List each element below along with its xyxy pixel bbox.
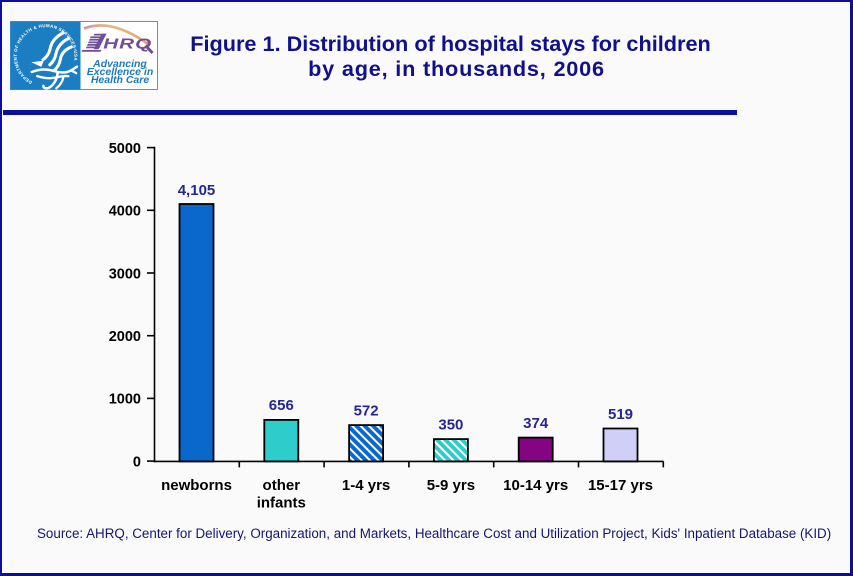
svg-text:4000: 4000 [109,204,141,220]
svg-text:519: 519 [608,406,633,423]
svg-text:infants: infants [257,495,306,512]
svg-text:Health Care: Health Care [91,74,150,86]
svg-text:10-14 yrs: 10-14 yrs [503,477,568,494]
svg-text:other: other [263,477,301,494]
svg-text:656: 656 [269,397,294,414]
svg-text:1000: 1000 [109,392,141,408]
svg-text:15-17 yrs: 15-17 yrs [588,477,653,494]
svg-text:2000: 2000 [109,329,141,345]
svg-text:1-4 yrs: 1-4 yrs [342,477,390,494]
svg-text:3000: 3000 [109,266,141,282]
svg-text:4,105: 4,105 [178,182,216,199]
svg-text:HRQ: HRQ [103,35,152,51]
svg-text:newborns: newborns [161,477,232,494]
svg-text:0: 0 [133,454,141,470]
svg-text:374: 374 [523,415,549,432]
svg-text:Advancing: Advancing [92,58,147,70]
svg-text:572: 572 [354,403,379,420]
svg-text:5-9 yrs: 5-9 yrs [427,477,475,494]
svg-text:Excellence in: Excellence in [87,66,154,78]
svg-text:350: 350 [438,417,463,434]
svg-text:5000: 5000 [109,141,141,157]
